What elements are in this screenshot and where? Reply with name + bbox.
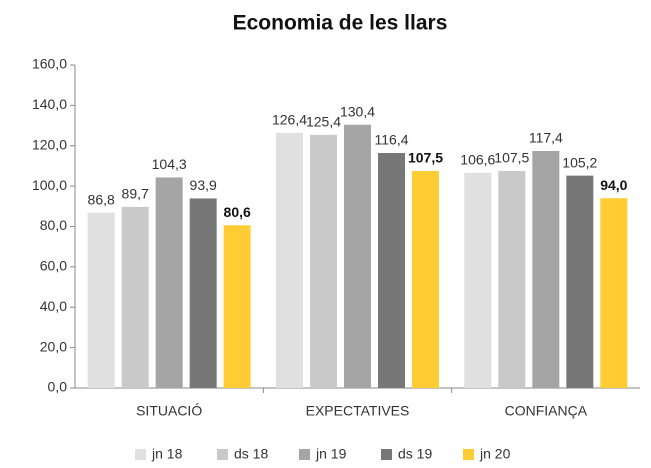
bar [344,124,371,388]
value-label: 125,4 [306,114,341,130]
bar [155,177,183,388]
value-label: 130,4 [340,103,375,119]
legend-swatch [463,449,474,460]
x-tick-label: EXPECTATIVES [306,403,410,419]
x-tick-label: SITUACIÓ [136,403,202,419]
y-tick-label: 140,0 [32,96,67,112]
value-label: 105,2 [562,154,597,170]
bar [121,206,149,388]
value-label: 89,7 [122,186,149,202]
legend-swatch [299,449,310,460]
y-tick-label: 80,0 [40,217,67,233]
bar [412,170,439,388]
value-label: 93,9 [190,177,217,193]
legend-label: jn 20 [479,446,511,462]
bar [378,153,405,388]
bar [223,225,251,388]
bar [276,132,303,388]
value-label: 126,4 [272,112,307,128]
bar [532,150,560,388]
bar [498,170,526,388]
legend-label: jn 18 [151,446,183,462]
y-tick-label: 40,0 [40,298,67,314]
legend-label: ds 18 [234,446,268,462]
legend-swatch [135,449,146,460]
y-tick-label: 20,0 [40,338,67,354]
value-label: 104,3 [152,156,187,172]
value-label: 106,6 [460,152,495,168]
legend-label: ds 19 [398,446,432,462]
y-tick-label: 0,0 [48,379,68,395]
legend-label: jn 19 [315,446,347,462]
value-label: 94,0 [600,177,627,193]
value-label: 80,6 [224,204,251,220]
y-tick-label: 60,0 [40,258,67,274]
legend-swatch [381,449,392,460]
value-label: 107,5 [494,150,529,166]
value-label: 107,5 [408,150,443,166]
bar [310,134,337,388]
bar [189,198,217,388]
bar [87,212,115,388]
value-label: 86,8 [88,191,115,207]
y-tick-label: 100,0 [32,177,67,193]
bar [600,198,628,388]
y-tick-label: 120,0 [32,136,67,152]
chart-title: Economia de les llars [233,12,448,35]
bar [464,172,492,388]
x-tick-label: CONFIANÇA [505,403,588,419]
value-label: 116,4 [375,132,409,148]
bar [566,175,594,388]
legend-swatch [217,449,228,460]
value-label: 117,4 [529,130,563,146]
y-tick-label: 160,0 [32,56,67,72]
